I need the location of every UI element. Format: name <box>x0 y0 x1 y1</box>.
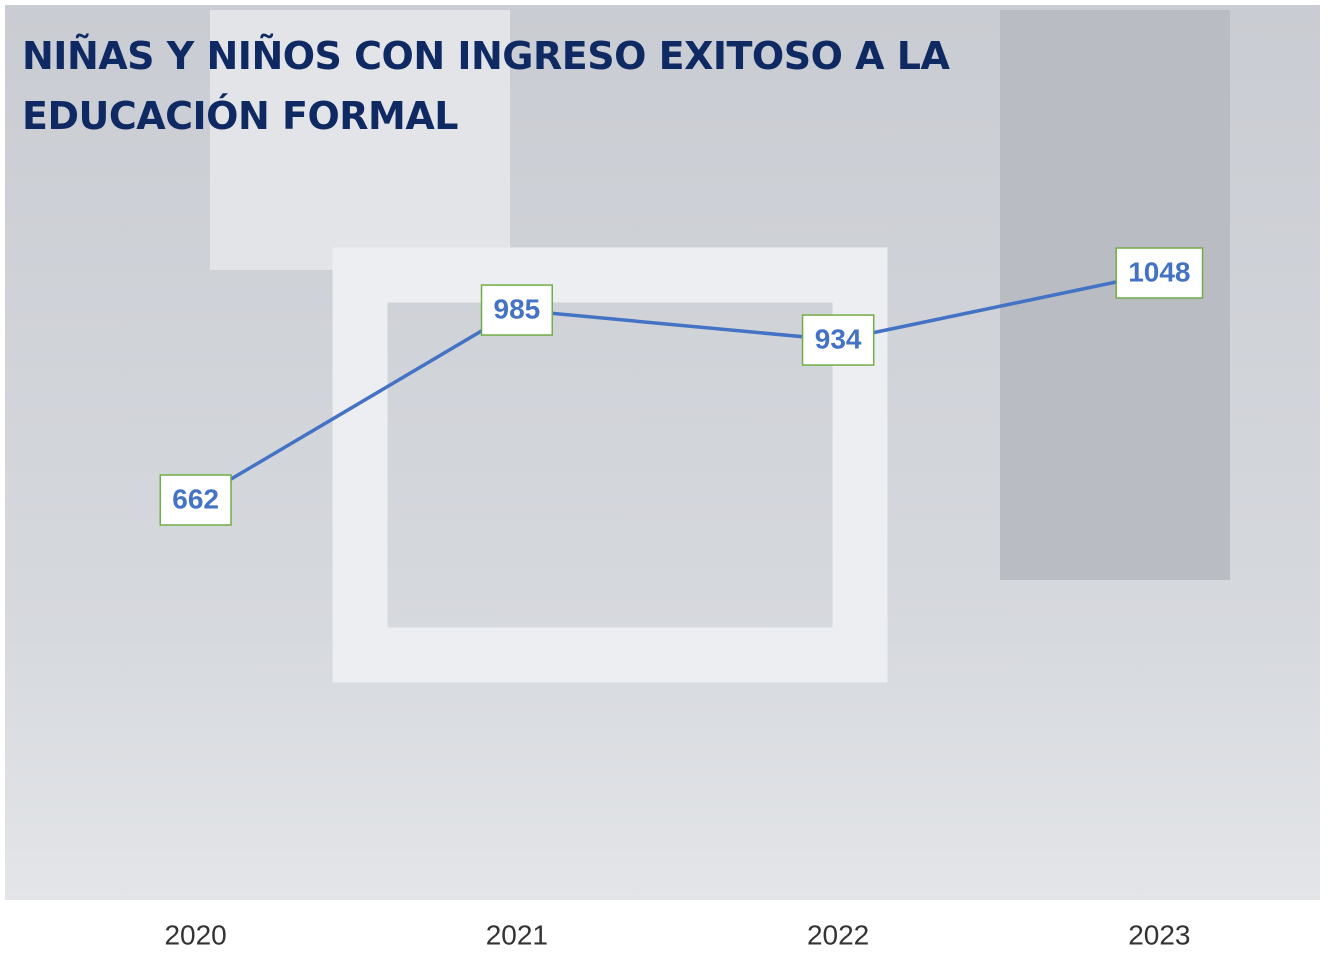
x-tick-label: 2022 <box>807 919 869 950</box>
page: 662 985 934 1048 2020 2021 2022 2023 NIÑAS Y NI… <box>0 0 1335 968</box>
chart-title: NIÑAS Y NIÑOS CON INGRESO EXITOSO A LA E… <box>22 26 1002 146</box>
x-tick-label: 2021 <box>486 919 548 950</box>
data-label: 1048 <box>1128 256 1190 287</box>
data-label: 985 <box>494 293 541 324</box>
data-label: 934 <box>815 323 862 354</box>
x-tick-label: 2023 <box>1128 919 1190 950</box>
data-label: 662 <box>172 483 219 514</box>
x-tick-label: 2020 <box>164 919 226 950</box>
